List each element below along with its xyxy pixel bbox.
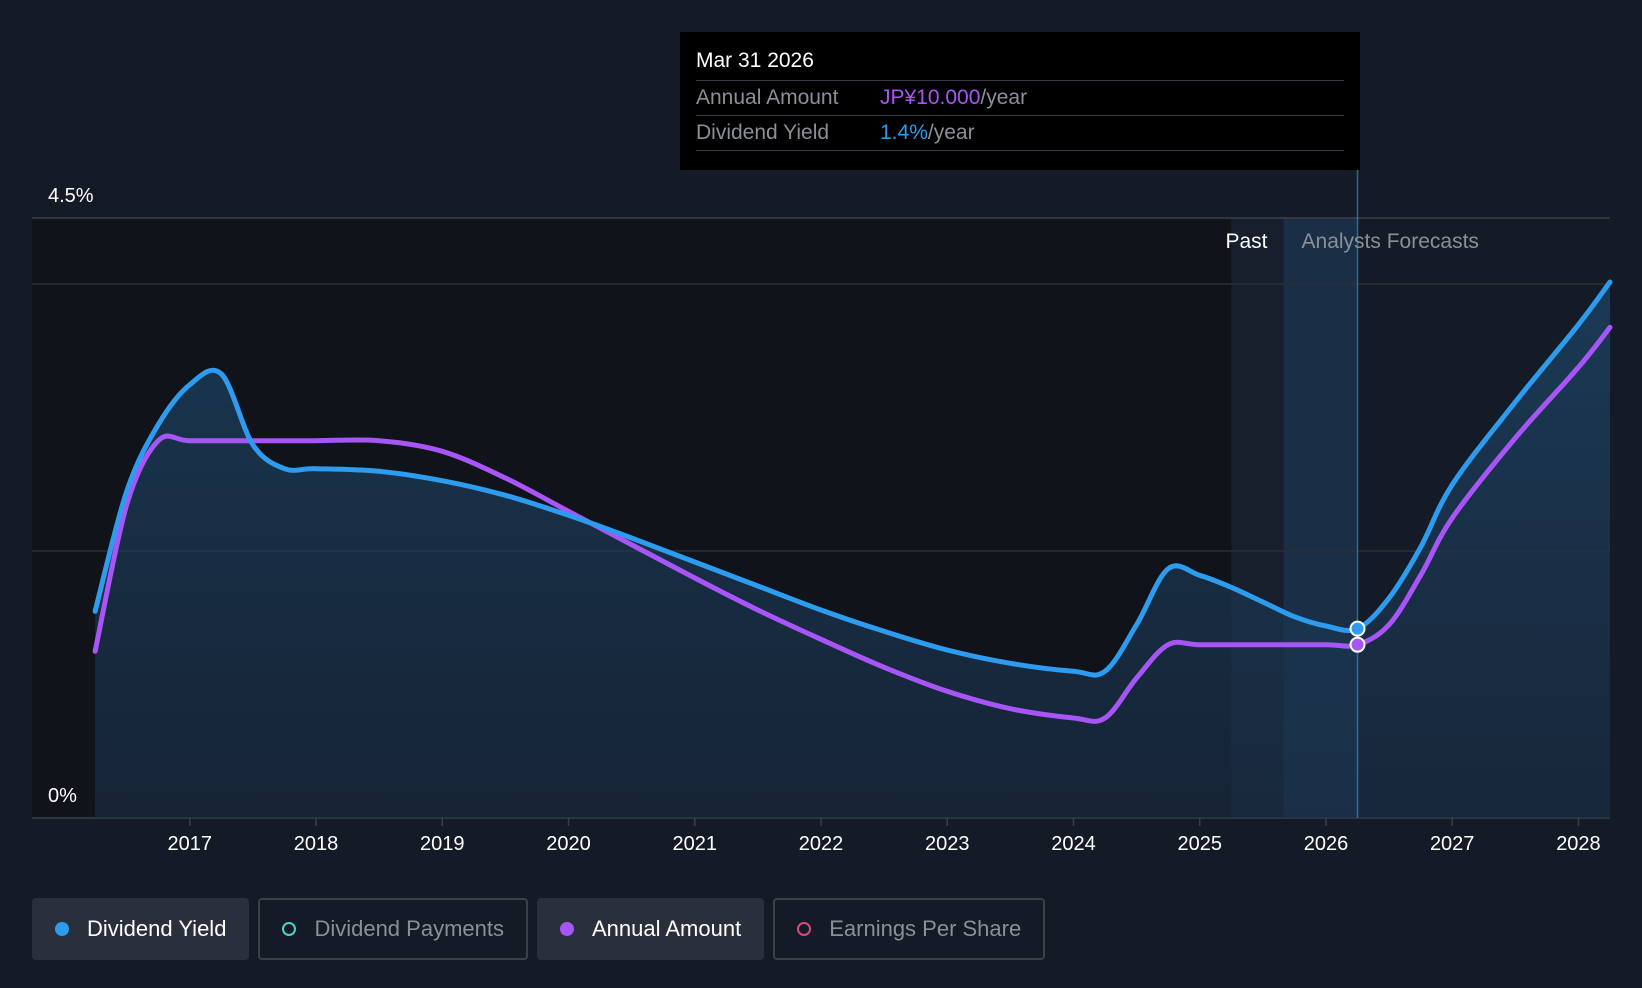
legend-annual-amount[interactable]: Annual Amount [536,898,765,960]
legend-label: Dividend Payments [314,916,504,941]
x-tick-label: 2027 [1430,833,1475,855]
x-tick-label: 2028 [1556,833,1601,855]
tooltip-label: Annual Amount [696,86,839,109]
y-tick-label: 4.5% [48,185,94,207]
legend-earnings-per-share[interactable]: Earnings Per Share [773,898,1046,960]
legend-label: Dividend Yield [87,916,227,941]
y-tick-label: 0% [48,785,77,807]
legend-dot-icon [559,922,574,936]
past-label: Past [1225,230,1267,253]
tooltip-unit: /year [927,121,975,144]
tooltip: Mar 31 2026 Annual Amount JP¥10.000 /yea… [680,32,1360,170]
series-line-dividend-yield [92,279,1613,678]
x-tick-label: 2026 [1304,833,1349,855]
legend-ring-icon [797,922,812,936]
tooltip-value: JP¥10.000 [880,86,981,109]
forecast-label: Analysts Forecasts [1302,230,1479,253]
x-tick-label: 2025 [1177,833,1222,855]
highlight-point-annual-amount [1349,636,1366,653]
x-tick-label: 2020 [546,833,591,855]
legend-dividend-yield[interactable]: Dividend Yield [32,898,250,960]
legend-dividend-payments[interactable]: Dividend Payments [258,898,528,960]
legend: Dividend Yield Dividend Payments Annual … [32,898,1054,960]
x-tick-label: 2017 [168,833,213,855]
tooltip-unit: /year [980,86,1028,109]
legend-label: Annual Amount [591,916,742,941]
series-layer [92,279,1613,724]
series-line-annual-amount [92,324,1613,724]
dividend-yield-area [95,282,1611,818]
highlight-point-dividend-yield [1349,620,1366,637]
legend-label: Earnings Per Share [829,916,1022,941]
tooltip-date: Mar 31 2026 [696,46,1344,81]
axis-labels: 4.5% 0% 2017 2018 2019 2020 2021 2022 2023 2024 20… [48,185,1601,855]
legend-dot-icon [55,922,69,936]
x-tick-label: 2021 [673,833,718,855]
x-tick-label: 2022 [799,833,844,855]
x-tick-label: 2019 [420,833,465,855]
tooltip-label: Dividend Yield [696,121,830,144]
tooltip-row-dividend-yield: Dividend Yield 1.4% /year [696,116,1344,151]
x-tick-label: 2023 [925,833,970,855]
tooltip-row-annual-amount: Annual Amount JP¥10.000 /year [696,81,1344,116]
x-tick-label: 2018 [294,833,339,855]
legend-ring-icon [282,922,297,936]
x-tick-label: 2024 [1051,833,1096,855]
tooltip-value: 1.4% [880,121,928,144]
